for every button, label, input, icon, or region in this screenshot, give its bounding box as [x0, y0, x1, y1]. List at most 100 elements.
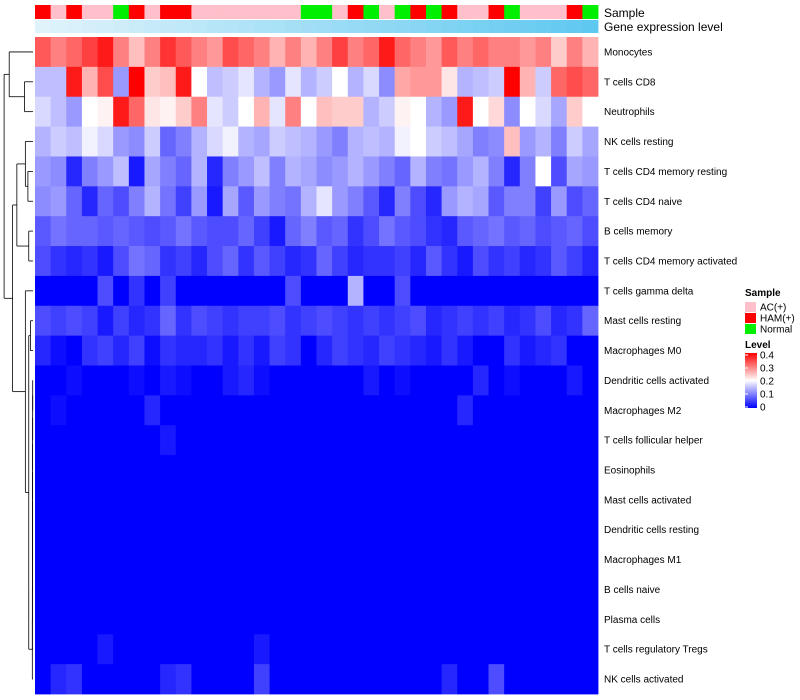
- heatmap-cell: [394, 425, 411, 456]
- heatmap-cell: [566, 96, 583, 127]
- sample-annotation-cell: [410, 5, 427, 19]
- gene-expression-annotation-cell: [316, 20, 333, 33]
- heatmap-cell: [300, 37, 317, 68]
- heatmap-cell: [222, 604, 239, 635]
- heatmap-cell: [519, 66, 536, 98]
- heatmap-cell: [488, 544, 505, 575]
- row-label: Eosinophils: [604, 466, 655, 477]
- heatmap-cell: [300, 96, 317, 127]
- heatmap-cell: [504, 186, 521, 217]
- heatmap-cell: [253, 634, 270, 665]
- heatmap-cell: [191, 425, 208, 456]
- heatmap-cell: [551, 96, 568, 127]
- heatmap-cell: [222, 634, 239, 665]
- heatmap-cell: [238, 365, 255, 396]
- level-tick-label: 0.3: [760, 364, 774, 375]
- heatmap-cell: [144, 365, 161, 396]
- heatmap-cell: [222, 96, 239, 127]
- gene-expression-annotation-cell: [425, 20, 443, 33]
- heatmap-cell: [238, 275, 255, 307]
- heatmap-cell: [394, 514, 411, 546]
- sample-annotation-cell: [97, 5, 114, 19]
- heatmap-cell: [316, 156, 333, 187]
- heatmap-cell: [379, 574, 396, 605]
- heatmap-cell: [97, 216, 114, 247]
- heatmap-cells: [35, 37, 599, 695]
- sample-annotation-cell: [519, 5, 536, 19]
- heatmap-cell: [191, 126, 208, 157]
- heatmap-cell: [504, 395, 521, 426]
- heatmap-cell: [535, 305, 552, 337]
- heatmap-cell: [488, 216, 505, 247]
- heatmap-cell: [66, 126, 83, 157]
- heatmap-cell: [35, 37, 52, 68]
- heatmap-cell: [97, 126, 114, 157]
- heatmap-cell: [566, 275, 583, 307]
- heatmap-cell: [300, 156, 317, 187]
- heatmap-cell: [160, 664, 177, 695]
- sample-annotation-cell: [504, 5, 521, 19]
- heatmap-cell: [379, 305, 396, 337]
- heatmap-cell: [66, 514, 83, 546]
- heatmap-cell: [519, 275, 536, 307]
- heatmap-cell: [207, 425, 224, 456]
- heatmap-cell: [488, 634, 505, 665]
- heatmap-cell: [316, 574, 333, 605]
- heatmap-cell: [551, 425, 568, 456]
- heatmap-cell: [300, 514, 317, 546]
- heatmap-cell: [316, 634, 333, 665]
- heatmap-cell: [519, 544, 536, 575]
- heatmap-cell: [175, 455, 192, 486]
- heatmap-cell: [207, 305, 224, 337]
- heatmap-cell: [582, 96, 599, 127]
- heatmap-cell: [332, 514, 349, 546]
- heatmap-cell: [551, 664, 568, 695]
- heatmap-cell: [113, 514, 130, 546]
- heatmap-cell: [35, 634, 52, 665]
- heatmap-cell: [97, 37, 114, 68]
- heatmap-cell: [535, 66, 552, 98]
- heatmap-cell: [316, 96, 333, 127]
- legend-sample-swatch: [745, 313, 756, 323]
- heatmap-cell: [97, 66, 114, 98]
- heatmap-cell: [441, 664, 458, 695]
- heatmap-cell: [425, 574, 443, 605]
- heatmap-cell: [472, 156, 489, 187]
- heatmap-cell: [316, 186, 333, 217]
- heatmap-cell: [316, 664, 333, 695]
- heatmap-cell: [113, 484, 130, 516]
- heatmap-cell: [160, 425, 177, 456]
- row-label: NK cells resting: [604, 137, 673, 148]
- heatmap-cell: [379, 335, 396, 366]
- sample-annotation-cell: [425, 5, 443, 19]
- gene-expression-annotation-cell: [97, 20, 114, 33]
- row-label: T cells gamma delta: [604, 286, 694, 297]
- heatmap-cell: [504, 425, 521, 456]
- heatmap-cell: [519, 156, 536, 187]
- heatmap-cell: [582, 66, 599, 98]
- heatmap-cell: [566, 544, 583, 575]
- heatmap-cell: [113, 604, 130, 635]
- heatmap-cell: [35, 395, 52, 426]
- heatmap-cell: [144, 395, 161, 426]
- heatmap-cell: [425, 544, 443, 575]
- heatmap-cell: [363, 305, 380, 337]
- heatmap-cell: [97, 514, 114, 546]
- legend-sample-label: AC(+): [760, 303, 786, 314]
- heatmap-cell: [379, 126, 396, 157]
- heatmap-cell: [144, 634, 161, 665]
- heatmap-cell: [50, 544, 67, 575]
- heatmap-cell: [504, 246, 521, 277]
- heatmap-cell: [269, 395, 286, 426]
- heatmap-cell: [81, 395, 98, 426]
- heatmap-cell: [269, 186, 286, 217]
- heatmap-cell: [253, 514, 270, 546]
- heatmap-cell: [207, 66, 224, 98]
- heatmap-cell: [97, 425, 114, 456]
- heatmap-cell: [332, 335, 349, 366]
- heatmap-cell: [394, 216, 411, 247]
- heatmap-cell: [566, 156, 583, 187]
- heatmap-cell: [238, 604, 255, 635]
- heatmap-cell: [363, 425, 380, 456]
- heatmap-cell: [394, 395, 411, 426]
